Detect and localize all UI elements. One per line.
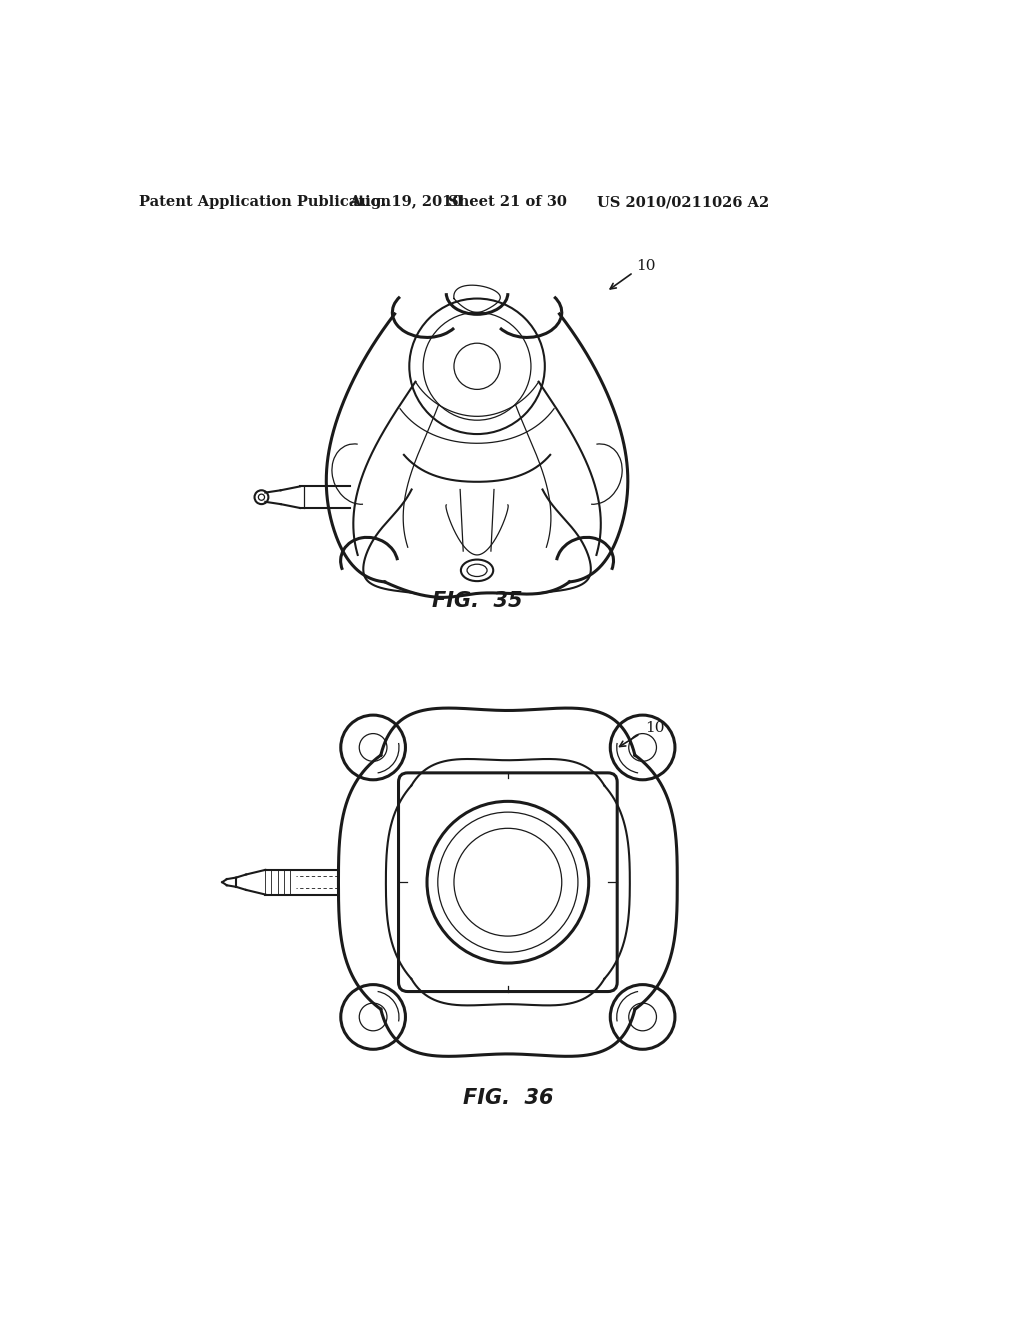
Text: Patent Application Publication: Patent Application Publication xyxy=(139,195,391,210)
Text: FIG.  36: FIG. 36 xyxy=(463,1088,553,1107)
Circle shape xyxy=(255,490,268,504)
Text: Sheet 21 of 30: Sheet 21 of 30 xyxy=(449,195,567,210)
Text: FIG.  35: FIG. 35 xyxy=(432,591,522,611)
Text: Aug. 19, 2010: Aug. 19, 2010 xyxy=(349,195,462,210)
Text: 10: 10 xyxy=(645,721,665,735)
Text: 10: 10 xyxy=(636,259,655,273)
Text: US 2010/0211026 A2: US 2010/0211026 A2 xyxy=(597,195,770,210)
